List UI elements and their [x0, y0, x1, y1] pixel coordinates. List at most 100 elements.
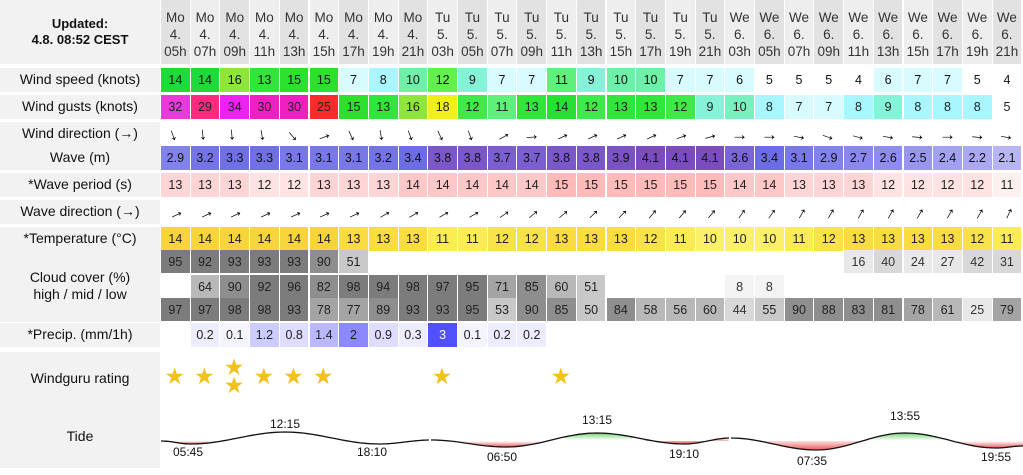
wave-label: Wave (m): [0, 146, 160, 170]
wave-direction-cell: →: [696, 199, 725, 225]
tide-label: Tide: [0, 406, 160, 468]
wave-direction-arrow-icon: →: [578, 199, 604, 225]
precip-cell: [904, 323, 933, 347]
col-header-day: Mo: [165, 10, 185, 25]
wave-cell: 3.1: [339, 146, 368, 170]
col-header-date: 4.: [229, 27, 241, 42]
wave-cell: 3.4: [398, 146, 428, 170]
col-header-hour: 09h: [817, 44, 840, 59]
wave-direction-cell: →: [339, 200, 368, 224]
col-header: Mo 4. 09h: [220, 0, 250, 64]
cloud-mid-cell: 8: [725, 275, 754, 298]
wind-direction-cell: →: [785, 122, 814, 146]
wind-direction-cell: →: [250, 122, 279, 146]
col-header: Mo 4. 15h: [309, 0, 339, 64]
wind-speed-cell: 16: [220, 68, 250, 92]
temperature-cell: 12: [517, 227, 547, 251]
cloud-low-cell: 84: [606, 298, 636, 321]
wave-direction-cell: →: [785, 200, 814, 224]
wave-direction-arrow-icon: →: [667, 199, 693, 225]
wind-direction-cell: →: [904, 122, 933, 146]
col-header-hour: 11h: [847, 44, 870, 59]
wind-direction-cell: →: [339, 122, 368, 146]
wave-direction-arrow-icon: →: [223, 199, 247, 225]
wave-cell: 2.2: [962, 146, 992, 170]
col-header-hour: 07h: [490, 44, 514, 59]
wave-cell: 2.6: [873, 146, 903, 170]
wave-direction-arrow-icon: →: [816, 199, 842, 225]
cloud-mid-cell: 60: [547, 275, 576, 298]
col-header-day: Mo: [373, 10, 393, 25]
cloud-high-cell: 93: [279, 250, 309, 273]
wave-cell: 2.4: [933, 146, 962, 170]
col-header: Tu 5. 05h: [458, 0, 487, 64]
precip-cell: 0.2: [517, 323, 547, 347]
wave-period-cell: 14: [458, 173, 487, 197]
wave-direction-cell: →: [963, 200, 992, 224]
rating-label: Windguru rating: [0, 352, 160, 406]
wave-cell: 3.3: [250, 146, 279, 170]
cloud-high-cell: [636, 250, 665, 273]
wave-direction-arrow-icon: →: [697, 199, 723, 225]
temperature-cell: 13: [398, 227, 428, 251]
wave-direction-cell: →: [547, 199, 576, 224]
wind-speed-cell: 6: [873, 68, 903, 92]
wind-gust-cell: 8: [962, 95, 992, 119]
temperature-cell: 14: [309, 227, 339, 251]
col-header-date: 5.: [704, 27, 716, 42]
cloud-low-cell: 93: [279, 298, 309, 321]
wind-direction-cell: →: [666, 122, 695, 146]
cloud-mid-cell: 51: [576, 275, 606, 298]
precip-cell: [933, 323, 962, 347]
col-header-hour: 15h: [312, 44, 336, 59]
temperature-cell: 14: [161, 227, 190, 251]
precip-cell: 1.2: [250, 323, 279, 347]
wind-direction-arrow-icon: →: [817, 122, 840, 146]
wind-direction-arrow-icon: →: [281, 121, 307, 147]
cloud-low-cell: 93: [428, 298, 457, 321]
cloud-low-cell: 89: [368, 298, 398, 321]
wave-direction-cell: →: [666, 199, 695, 225]
col-header-date: 4.: [169, 27, 181, 42]
wave-period-cell: 15: [665, 173, 695, 197]
wind-direction-arrow-icon: →: [522, 123, 542, 145]
cloud-high-cell: [785, 250, 814, 273]
wave-period-cell: 15: [576, 173, 606, 197]
wave-direction-arrow-icon: →: [312, 199, 336, 225]
cloud-mid-cell: 8: [755, 275, 784, 298]
rating-star-icon: ★: [194, 363, 215, 389]
col-header-day: Tu: [613, 10, 629, 25]
wind-direction-cell: →: [428, 122, 457, 146]
cloud-mid-cell: 98: [339, 275, 368, 298]
col-header-hour: 17h: [342, 44, 365, 59]
wind-direction-arrow-icon: →: [341, 122, 366, 146]
temperature-cell: 13: [576, 227, 606, 251]
wave-direction-cell: →: [607, 199, 636, 224]
tide-high-2: 13:15: [582, 413, 612, 427]
cloud-high-cell: [666, 250, 695, 273]
temperature-cell: 13: [606, 227, 636, 251]
col-header-hour: 07h: [787, 44, 811, 59]
wind-direction-arrow-icon: →: [789, 123, 810, 145]
col-header-date: 5.: [555, 27, 568, 42]
col-header-day: We: [848, 10, 869, 25]
col-header: Mo 4. 17h: [339, 0, 368, 64]
wind-direction-cell: →: [310, 122, 339, 146]
cloud-low-cell: 77: [339, 298, 368, 321]
col-header-day: Mo: [255, 10, 274, 25]
wind-direction-cell: →: [161, 122, 190, 146]
col-header-day: Tu: [642, 10, 659, 25]
wind-gust-cell: 30: [250, 95, 279, 119]
precip-cell: [814, 323, 843, 347]
precip-cell: 0.2: [487, 323, 517, 347]
col-header-hour: 19h: [668, 44, 692, 59]
wind-gust-cell: 34: [220, 95, 250, 119]
precip-cell: [874, 323, 903, 347]
precip-cell: [963, 323, 992, 347]
precip-cell: 1.4: [309, 323, 339, 347]
wind-direction-arrow-icon: →: [699, 122, 721, 146]
wind-gust-cell: 13: [606, 95, 636, 119]
wind-direction-arrow-icon: →: [908, 123, 928, 145]
col-header: Tu 5. 21h: [695, 0, 725, 64]
col-header-date: 5.: [496, 27, 508, 42]
